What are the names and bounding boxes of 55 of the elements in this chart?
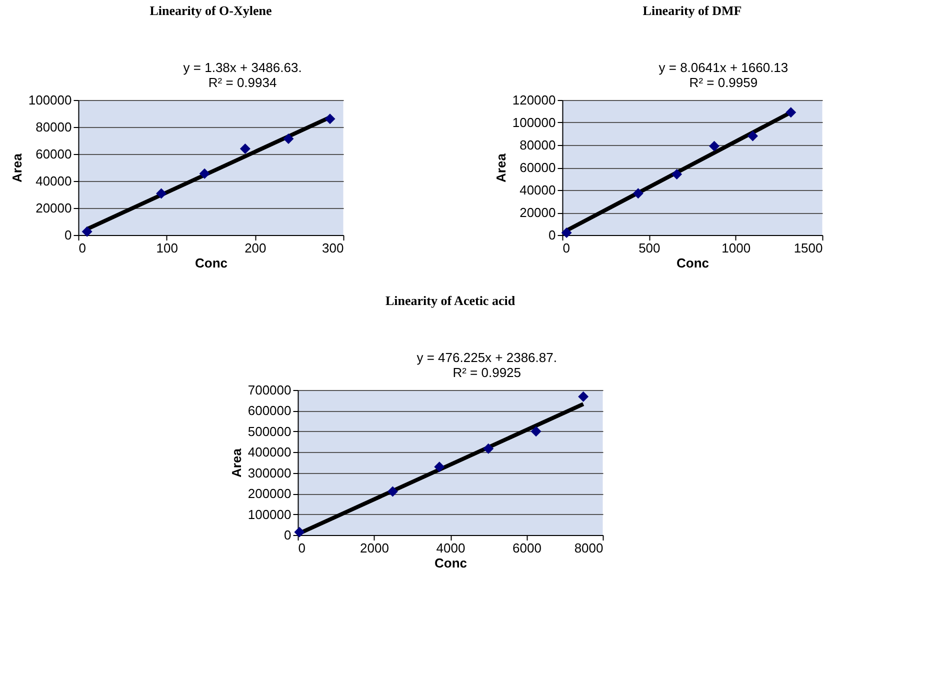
x-axis-title: Conc <box>195 256 228 270</box>
point <box>434 462 445 472</box>
y-tick-label: 40000 <box>36 174 72 188</box>
x-tick-label: 500 <box>638 240 660 256</box>
x-tick-label: 8000 <box>574 540 604 556</box>
y-tick-label: 60000 <box>36 146 72 162</box>
x-tick-label: 0 <box>78 240 86 256</box>
y-tick-label: 0 <box>284 528 292 542</box>
x-axis-title: Conc <box>676 256 709 270</box>
y-tick-label: 60000 <box>520 160 556 175</box>
x-axis-title: Conc <box>434 556 467 570</box>
y-tick-label: 100000 <box>248 506 292 522</box>
y-tick-label: 100000 <box>28 92 72 108</box>
y-tick-label: 500000 <box>248 424 292 439</box>
x-tick-label: 200 <box>244 240 266 256</box>
y-tick-label: 200000 <box>248 486 292 502</box>
text: R² = 0.9925 <box>452 365 521 380</box>
x-tick-label: 2000 <box>360 540 389 556</box>
y-tick-label: 100000 <box>512 115 556 130</box>
y-tick-label: 0 <box>64 228 72 242</box>
y-tick-label: 400000 <box>248 444 292 460</box>
y-tick-label: 80000 <box>36 120 72 134</box>
text: y = 1.38x + 3486.63. <box>183 60 302 75</box>
x-tick-label: 0 <box>562 240 570 256</box>
point <box>530 426 542 437</box>
y-tick-label: 300000 <box>248 465 292 480</box>
y-tick-label: 80000 <box>520 138 556 152</box>
y-tick-label: 0 <box>548 228 556 242</box>
y-tick-label: 120000 <box>512 92 556 108</box>
x-tick-label: 100 <box>156 240 178 256</box>
x-tick-label: 6000 <box>512 540 542 556</box>
y-tick-label: 20000 <box>520 205 556 220</box>
chart-title: Linearity of Acetic acid <box>385 293 516 308</box>
y-axis-title: Area <box>9 152 24 182</box>
x-tick-label: 1500 <box>794 240 823 256</box>
text: R² = 0.9959 <box>689 75 758 90</box>
y-tick-label: 20000 <box>36 200 72 216</box>
x-tick-label: 1000 <box>722 240 751 256</box>
text: y = 8.0641x + 1660.13 <box>658 60 788 75</box>
chart-title: Linearity of DMF <box>642 3 742 18</box>
y-tick-label: 40000 <box>520 182 556 198</box>
x-tick-label: 300 <box>322 240 344 256</box>
x-tick-label: 0 <box>298 540 306 556</box>
x-tick-label: 4000 <box>436 540 466 556</box>
point <box>483 443 494 454</box>
y-axis-title: Area <box>228 448 244 478</box>
text: R² = 0.9934 <box>208 75 277 90</box>
text: y = 476.225x + 2386.87. <box>416 350 557 365</box>
chart-title: Linearity of O-Xylene <box>150 3 272 18</box>
point <box>578 391 589 402</box>
y-tick-label: 600000 <box>248 403 292 418</box>
y-axis-title: Area <box>493 152 508 182</box>
y-tick-label: 700000 <box>248 382 292 398</box>
point <box>294 526 305 538</box>
point <box>387 486 398 497</box>
